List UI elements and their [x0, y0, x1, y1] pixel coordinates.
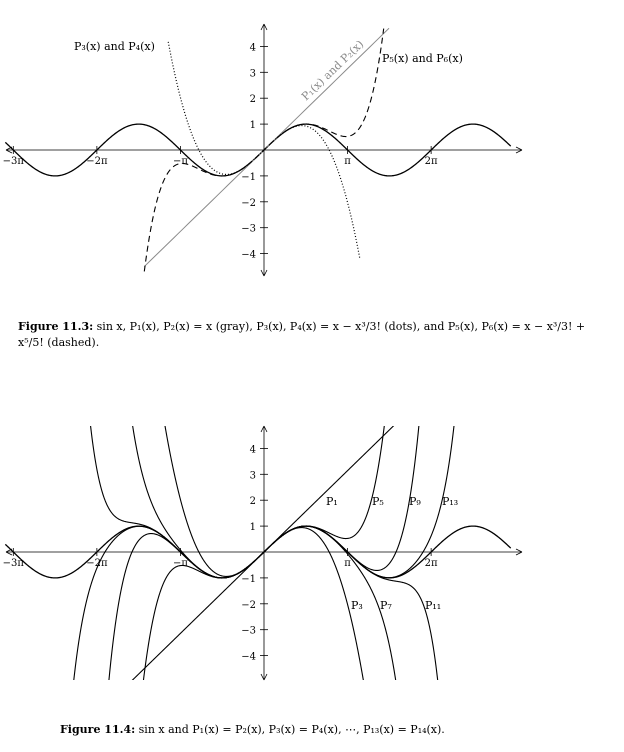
- label-p7: P₇: [380, 599, 392, 612]
- label-p3-p4: P₃(x) and P₄(x): [74, 40, 155, 53]
- x-tick-label: 2π: [425, 156, 438, 167]
- y-tick-label: −3: [241, 224, 256, 235]
- y-axis-arrows: [260, 425, 268, 681]
- caption-label: Figure 11.3:: [18, 320, 94, 333]
- y-tick-label: −4: [241, 652, 256, 663]
- x-tick-label: −3π: [3, 156, 25, 167]
- label-p9: P₉: [409, 495, 421, 508]
- x-tick-label: 2π: [425, 558, 438, 569]
- label-p3: P₃: [351, 599, 363, 612]
- x-tick-label: π: [344, 156, 351, 167]
- x-tick-label: −π: [173, 558, 188, 569]
- y-tick-label: 2: [250, 496, 256, 507]
- caption-text: sin x and P₁(x) = P₂(x), P₃(x) = P₄(x), …: [138, 723, 445, 736]
- y-tick-label: −2: [241, 198, 256, 209]
- y-tick-label: −1: [241, 172, 256, 183]
- y-tick-label: 4: [250, 444, 256, 455]
- figure-11-3-caption: Figure 11.3: sin x, P₁(x), P₂(x) = x (gr…: [18, 319, 610, 351]
- figure-11-4-caption: Figure 11.4: sin x and P₁(x) = P₂(x), P₃…: [60, 722, 580, 738]
- curves: [4, 426, 512, 680]
- p3-p4-curve: [167, 41, 361, 259]
- y-tick-label: −3: [241, 626, 256, 637]
- y-tick-label: 3: [250, 470, 256, 481]
- y-tick-label: −4: [241, 250, 256, 261]
- label-p5: P₅: [372, 495, 384, 508]
- label-p1: P₁: [326, 495, 338, 508]
- y-axis-arrows: [260, 23, 268, 277]
- caption-label: Figure 11.4:: [60, 723, 136, 736]
- curves: [4, 27, 512, 272]
- x-tick-label: −3π: [3, 558, 25, 569]
- figure-11-3-plot: −3π −2π −π π 2π 4 3 2 1 −1 −2 −3 −4 P₃(x) and P₄(x) P₅…: [3, 23, 523, 277]
- y-tick-label: 1: [250, 120, 256, 131]
- x-tick-label: −2π: [86, 558, 108, 569]
- y-tick-label: −2: [241, 600, 256, 611]
- y-tick-label: 4: [250, 42, 256, 53]
- y-tick-label: 1: [250, 522, 256, 533]
- x-tick-label: π: [344, 558, 351, 569]
- y-tick-label: 2: [250, 94, 256, 105]
- caption-text: sin x, P₁(x), P₂(x) = x (gray), P₃(x), P…: [18, 320, 586, 349]
- x-axis-arrows: [5, 146, 523, 154]
- label-p13: P₁₃: [442, 495, 458, 508]
- x-tick-label: −π: [173, 156, 188, 167]
- label-p5-p6: P₅(x) and P₆(x): [382, 52, 463, 65]
- x-tick-label: −2π: [86, 156, 108, 167]
- y-tick-label: 3: [250, 68, 256, 79]
- x-axis-arrows: [5, 548, 523, 556]
- y-tick-label: −1: [241, 574, 256, 585]
- label-p11: P₁₁: [425, 599, 441, 612]
